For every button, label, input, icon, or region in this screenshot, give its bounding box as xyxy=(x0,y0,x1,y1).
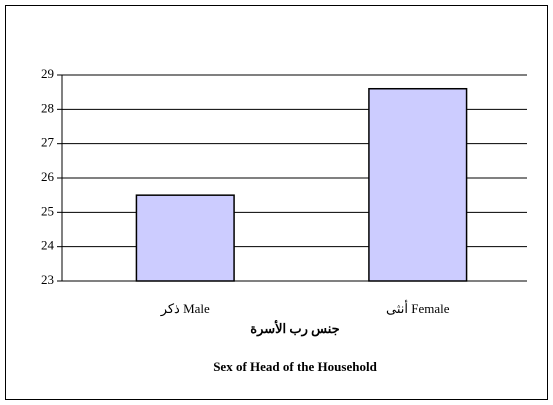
y-tick-label: 29 xyxy=(41,66,54,81)
y-tick-label: 27 xyxy=(41,135,55,150)
y-tick-label: 25 xyxy=(41,203,54,218)
x-tick-label: ذكر Male xyxy=(160,301,210,317)
y-tick-label: 28 xyxy=(41,100,54,115)
bar xyxy=(135,194,235,282)
y-tick-label: 26 xyxy=(41,169,55,184)
y-tick-label: 23 xyxy=(41,272,54,287)
bar xyxy=(368,87,468,282)
x-axis-title: Sex of Head of the Household xyxy=(213,359,377,374)
x-axis-title-arabic: جنس رب الأسرة xyxy=(250,320,339,337)
x-tick-label: أنثى Female xyxy=(386,300,450,316)
y-tick-label: 24 xyxy=(41,238,55,253)
